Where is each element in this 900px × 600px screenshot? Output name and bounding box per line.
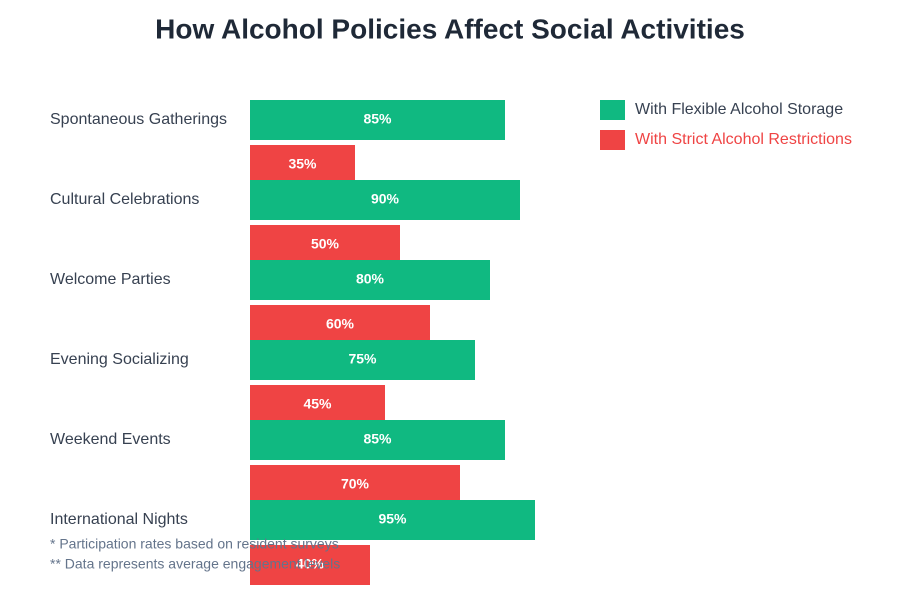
footnote: * Participation rates based on resident … [50, 536, 339, 552]
chart-title: How Alcohol Policies Affect Social Activ… [155, 13, 745, 44]
legend-swatch [600, 130, 625, 150]
category-label: Spontaneous Gatherings [50, 111, 227, 128]
value-label: 85% [363, 431, 392, 447]
category-label: Weekend Events [50, 431, 171, 448]
value-label: 70% [341, 476, 370, 492]
bar [250, 465, 460, 505]
bar [250, 420, 505, 460]
legend-swatch [600, 100, 625, 120]
footnote: ** Data represents average engagement le… [50, 556, 340, 572]
legend-label: With Strict Alcohol Restrictions [635, 131, 852, 148]
legend-label: With Flexible Alcohol Storage [635, 101, 843, 118]
category-label: Welcome Parties [50, 271, 171, 288]
bar [250, 180, 520, 220]
category-label: Cultural Celebrations [50, 191, 199, 208]
bar [250, 145, 355, 185]
bar [250, 340, 475, 380]
value-label: 95% [378, 511, 407, 527]
bar [250, 100, 505, 140]
value-label: 40% [296, 556, 325, 572]
value-label: 75% [348, 351, 377, 367]
value-label: 35% [288, 156, 317, 172]
bar [250, 225, 400, 265]
value-label: 45% [303, 396, 332, 412]
bar [250, 545, 370, 585]
value-label: 80% [356, 271, 385, 287]
value-label: 85% [363, 111, 392, 127]
bar [250, 305, 430, 345]
value-label: 90% [371, 191, 400, 207]
bar [250, 260, 490, 300]
category-label: International Nights [50, 511, 188, 528]
value-label: 50% [311, 236, 340, 252]
bar [250, 500, 535, 540]
bar [250, 385, 385, 425]
value-label: 60% [326, 316, 355, 332]
category-label: Evening Socializing [50, 351, 189, 368]
